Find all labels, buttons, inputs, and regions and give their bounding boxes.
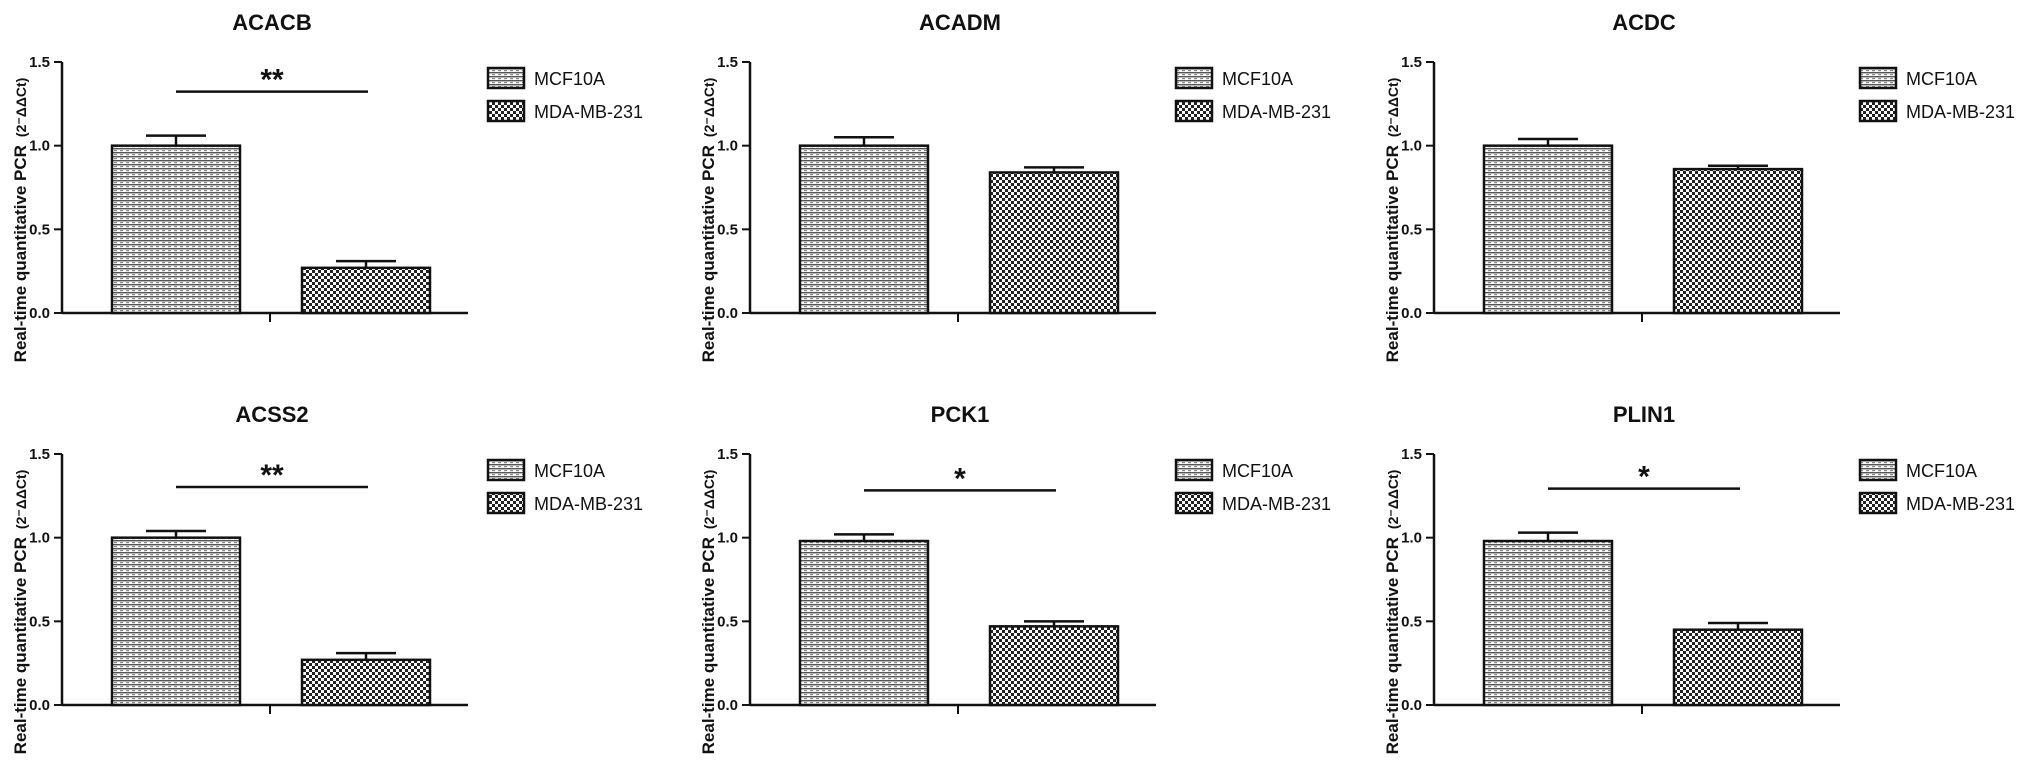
legend-swatch-mda-mb-231 (1858, 491, 1898, 515)
y-tick-label: 0.5 (1401, 613, 1422, 630)
panel-acadm: ACADM Real-time quantitative PCR (2⁻ΔΔCt) 0… (699, 10, 1331, 362)
bar-mda-mb-231 (300, 266, 432, 315)
chart-title: PCK1 (931, 402, 990, 427)
y-axis-label: Real-time quantitative PCR (2⁻ΔΔCt) (1383, 470, 1402, 755)
legend-swatch-mda-mb-231 (1174, 99, 1214, 123)
significance-marker: ** (260, 64, 284, 97)
legend-swatch-mda-mb-231 (1174, 491, 1214, 515)
significance-marker: * (954, 462, 966, 495)
y-tick-label: 1.5 (29, 54, 50, 71)
bar-mcf10a (798, 539, 930, 707)
y-tick-label: 1.5 (1401, 446, 1422, 463)
chart-title: PLIN1 (1613, 402, 1675, 427)
panel-acdc: ACDC Real-time quantitative PCR (2⁻ΔΔCt) 0.… (1383, 10, 2015, 362)
legend-entry: MCF10A (534, 69, 605, 89)
y-tick-label: 1.5 (29, 446, 50, 463)
y-tick-label: 0.5 (1401, 221, 1422, 238)
y-axis-label: Real-time quantitative PCR (2⁻ΔΔCt) (1383, 78, 1402, 363)
significance-marker: * (1638, 461, 1650, 494)
y-axis-label-text: Real-time quantitative PCR (699, 145, 718, 362)
significance-marker: ** (260, 459, 284, 492)
y-tick-label: 1.5 (717, 54, 738, 71)
y-axis-label: Real-time quantitative PCR (2⁻ΔΔCt) (699, 470, 718, 755)
legend-entry: MCF10A (1222, 461, 1293, 481)
bar-mda-mb-231 (300, 658, 432, 707)
panel-acss2: ACSS2 Real-time quantitative PCR (2⁻ΔΔCt) 0… (11, 402, 643, 754)
y-tick-label: 0.5 (29, 613, 50, 630)
bar-mcf10a (1482, 144, 1614, 315)
bar-mcf10a (1482, 539, 1614, 707)
legend-entry: MDA-MB-231 (534, 494, 643, 514)
y-tick-label: 1.0 (1401, 530, 1422, 547)
legend-swatch-mcf10a (486, 66, 526, 90)
panel-pck1: PCK1 Real-time quantitative PCR (2⁻ΔΔCt) 0.… (699, 402, 1331, 754)
y-axis-label-text: Real-time quantitative PCR (1383, 145, 1402, 362)
chart-title: ACADM (919, 10, 1001, 35)
bar-mcf10a (110, 144, 242, 315)
legend-swatch-mda-mb-231 (1858, 99, 1898, 123)
legend-entry: MCF10A (1222, 69, 1293, 89)
y-axis-label: Real-time quantitative PCR (2⁻ΔΔCt) (11, 78, 30, 363)
y-axis-unit: (2⁻ΔΔCt) (13, 470, 29, 529)
y-tick-label: 0.0 (1401, 305, 1422, 322)
y-tick-label: 0.0 (29, 697, 50, 714)
y-tick-label: 0.5 (717, 221, 738, 238)
bar-mda-mb-231 (988, 625, 1120, 707)
bar-mcf10a (798, 144, 930, 315)
chart-title: ACACB (232, 10, 311, 35)
y-tick-label: 1.0 (717, 530, 738, 547)
legend-entry: MDA-MB-231 (1222, 494, 1331, 514)
legend-entry: MDA-MB-231 (534, 102, 643, 122)
chart-title: ACDC (1612, 10, 1676, 35)
y-axis-label: Real-time quantitative PCR (2⁻ΔΔCt) (699, 78, 718, 363)
bar-mcf10a (110, 536, 242, 707)
y-tick-label: 1.5 (1401, 54, 1422, 71)
y-axis-unit: (2⁻ΔΔCt) (13, 78, 29, 137)
legend-entry: MCF10A (1906, 69, 1977, 89)
bar-mda-mb-231 (988, 171, 1120, 315)
legend-swatch-mcf10a (1174, 66, 1214, 90)
panel-plin1: PLIN1 Real-time quantitative PCR (2⁻ΔΔCt) 0… (1383, 402, 2015, 754)
y-tick-label: 0.5 (29, 221, 50, 238)
y-tick-label: 1.5 (717, 446, 738, 463)
y-axis-unit: (2⁻ΔΔCt) (701, 78, 717, 137)
y-tick-label: 1.0 (717, 138, 738, 155)
chart-title: ACSS2 (235, 402, 308, 427)
legend-swatch-mcf10a (1174, 458, 1214, 482)
legend-entry: MDA-MB-231 (1222, 102, 1331, 122)
y-axis-label-text: Real-time quantitative PCR (11, 537, 30, 754)
legend-swatch-mcf10a (486, 458, 526, 482)
y-axis-label: Real-time quantitative PCR (2⁻ΔΔCt) (11, 470, 30, 755)
y-axis-label-text: Real-time quantitative PCR (11, 145, 30, 362)
y-tick-label: 1.0 (29, 530, 50, 547)
legend-swatch-mcf10a (1858, 66, 1898, 90)
legend-entry: MDA-MB-231 (1906, 102, 2015, 122)
y-tick-label: 1.0 (29, 138, 50, 155)
y-tick-label: 1.0 (1401, 138, 1422, 155)
y-axis-unit: (2⁻ΔΔCt) (1385, 470, 1401, 529)
legend-entry: MCF10A (534, 461, 605, 481)
legend-swatch-mcf10a (1858, 458, 1898, 482)
y-tick-label: 0.0 (717, 697, 738, 714)
legend-entry: MCF10A (1906, 461, 1977, 481)
legend-swatch-mda-mb-231 (486, 99, 526, 123)
y-tick-label: 0.5 (717, 613, 738, 630)
y-tick-label: 0.0 (29, 305, 50, 322)
y-axis-label-text: Real-time quantitative PCR (699, 537, 718, 754)
y-tick-label: 0.0 (717, 305, 738, 322)
y-tick-label: 0.0 (1401, 697, 1422, 714)
legend-entry: MDA-MB-231 (1906, 494, 2015, 514)
legend-swatch-mda-mb-231 (486, 491, 526, 515)
y-axis-unit: (2⁻ΔΔCt) (1385, 78, 1401, 137)
y-axis-unit: (2⁻ΔΔCt) (701, 470, 717, 529)
y-axis-label-text: Real-time quantitative PCR (1383, 537, 1402, 754)
bar-mda-mb-231 (1672, 167, 1804, 315)
bar-mda-mb-231 (1672, 628, 1804, 707)
panel-acacb: ACACB Real-time quantitative PCR (2⁻ΔΔCt) 0… (11, 10, 643, 362)
